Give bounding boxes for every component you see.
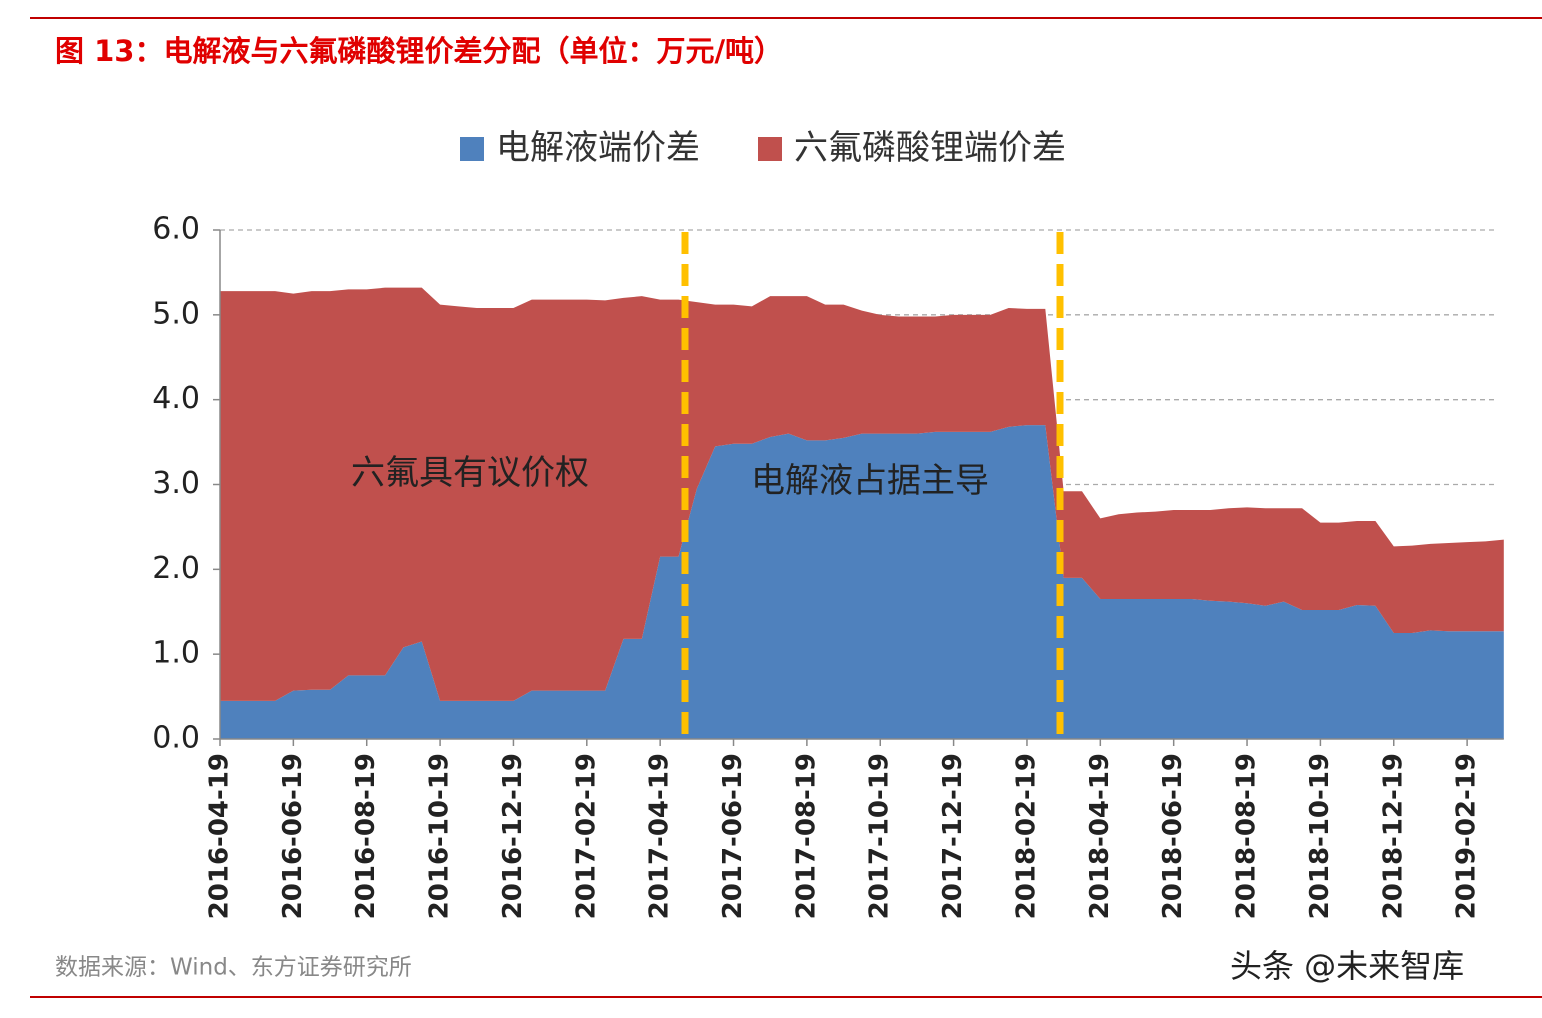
legend-label: 电解液端价差	[496, 128, 700, 168]
x-tick-label: 2018-04-19	[1085, 753, 1115, 919]
source: 数据来源：Wind、东方证券研究所	[55, 955, 412, 981]
area	[220, 287, 1504, 701]
x-tick-label: 2016-08-19	[351, 753, 381, 919]
x-tick-label: 2018-12-19	[1378, 753, 1408, 919]
watermark: 头条 @未来智库	[1230, 947, 1464, 985]
x-tick-label: 2016-12-19	[498, 753, 528, 919]
y-tick-label: 3.0	[152, 466, 200, 501]
y-tick-label: 1.0	[152, 636, 200, 671]
x-tick-label: 2018-10-19	[1305, 753, 1335, 919]
y-tick-label: 4.0	[152, 381, 200, 416]
y-tick-label: 2.0	[152, 551, 200, 586]
x-tick-label: 2017-10-19	[865, 753, 895, 919]
x-tick-label: 2016-10-19	[425, 753, 455, 919]
y-tick-label: 0.0	[152, 721, 200, 756]
x-tick-label: 2019-02-19	[1452, 753, 1482, 919]
x-tick-label: 2016-04-19	[205, 753, 235, 919]
legend-swatch	[758, 137, 782, 161]
legend-swatch	[460, 137, 484, 161]
x-tick-label: 2017-12-19	[938, 753, 968, 919]
y-tick-label: 6.0	[152, 212, 200, 247]
chart-title: 图 13：电解液与六氟磷酸锂价差分配（单位：万元/吨）	[55, 34, 783, 68]
x-tick-label: 2018-06-19	[1158, 753, 1188, 919]
area	[220, 425, 1504, 739]
plot: 0.0 1.0 2.0 3.0 4.0 5.0 6.0 2016-04-19 2016-06-1…	[152, 128, 1504, 919]
x-tick-label: 2017-06-19	[718, 753, 748, 919]
y-tick-label: 5.0	[152, 296, 200, 331]
x-tick-label: 2016-06-19	[278, 753, 308, 919]
x-tick-label: 2018-02-19	[1011, 753, 1041, 919]
legend-label: 六氟磷酸锂端价差	[794, 128, 1066, 168]
x-tick-label: 2017-08-19	[791, 753, 821, 919]
annotation: 六氟具有议价权	[351, 453, 589, 493]
x-tick-label: 2018-08-19	[1232, 753, 1262, 919]
x-tick-label: 2017-02-19	[571, 753, 601, 919]
annotation: 电解液占据主导	[751, 461, 989, 501]
x-tick-label: 2017-04-19	[645, 753, 675, 919]
